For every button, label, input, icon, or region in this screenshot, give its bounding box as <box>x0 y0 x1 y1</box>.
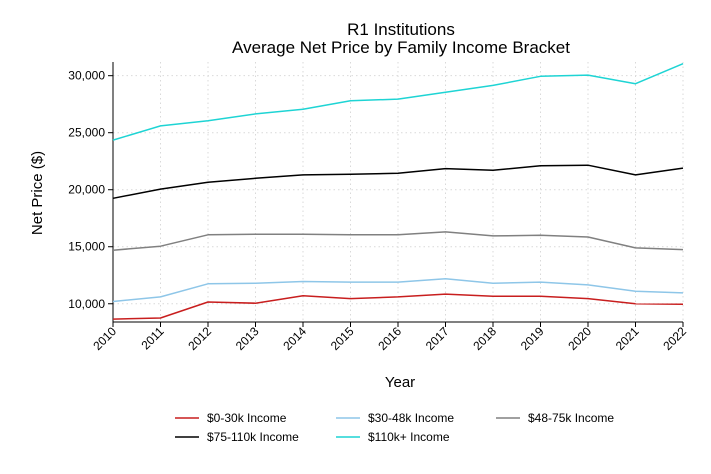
x-tick-label: 2016 <box>375 324 404 353</box>
series-line <box>112 231 684 251</box>
chart-title: R1 Institutions <box>347 20 455 39</box>
series-line <box>112 277 684 303</box>
x-tick-label: 2017 <box>423 324 452 353</box>
x-tick-label: 2011 <box>138 324 166 352</box>
x-tick-label: 2020 <box>565 324 594 353</box>
legend-label: $30-48k Income <box>368 411 454 425</box>
legend-label: $0-30k Income <box>207 411 287 425</box>
axes: 10,000 15,000 20,000 25,000 30,000 2010 2011 20… <box>68 62 689 353</box>
y-tick-label: 25,000 <box>68 126 105 140</box>
chart-subtitle: Average Net Price by Family Income Brack… <box>232 38 570 57</box>
x-tick-label: 2018 <box>470 324 499 353</box>
grid <box>112 62 684 322</box>
x-tick-label: 2014 <box>280 324 309 353</box>
x-tick-label: 2010 <box>90 324 119 353</box>
x-tick-label: 2022 <box>660 324 689 353</box>
y-tick-label: 10,000 <box>68 297 105 311</box>
x-axis-title: Year <box>385 374 415 391</box>
x-tick-label: 2013 <box>233 324 262 353</box>
legend-label: $75-110k Income <box>207 430 299 444</box>
x-tick-label: 2012 <box>185 324 214 353</box>
y-axis-title: Net Price ($) <box>29 151 46 235</box>
x-tick-label: 2015 <box>328 324 357 353</box>
x-tick-label: 2019 <box>518 324 547 353</box>
x-tick-label: 2021 <box>613 324 642 353</box>
series-line <box>112 293 684 320</box>
y-tick-label: 30,000 <box>68 69 105 83</box>
legend-label: $110k+ Income <box>368 430 450 444</box>
series-line <box>112 63 684 141</box>
y-tick-label: 15,000 <box>68 240 105 254</box>
legend: $0-30k Income $30-48k Income $48-75k Incom… <box>175 411 614 444</box>
series-line <box>112 164 684 200</box>
y-tick-label: 20,000 <box>68 183 105 197</box>
legend-label: $48-75k Income <box>528 411 614 425</box>
series-lines <box>112 63 684 320</box>
